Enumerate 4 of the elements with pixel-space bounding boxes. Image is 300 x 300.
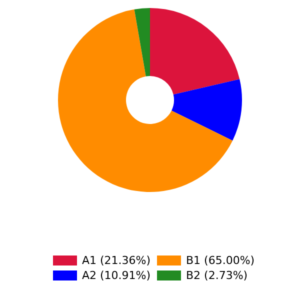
legend-label: B1 (65.00%): [186, 254, 255, 267]
legend-label: B2 (2.73%): [186, 269, 248, 282]
legend-label: A1 (21.36%): [82, 254, 151, 267]
legend-label: A2 (10.91%): [82, 269, 151, 282]
